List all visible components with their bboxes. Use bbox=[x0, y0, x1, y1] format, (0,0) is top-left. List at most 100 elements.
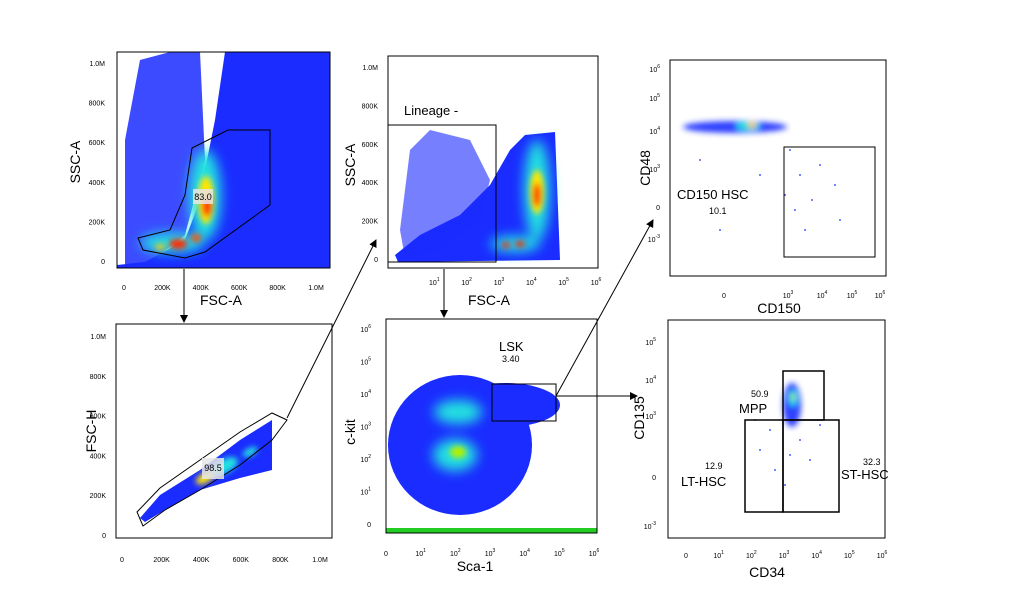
y-axis-label-p6: CD135 bbox=[631, 396, 647, 440]
x-tick-label: 0 bbox=[384, 551, 388, 558]
x-tick-label: 102 bbox=[746, 550, 757, 560]
y-axis-label-p5: c-kit bbox=[342, 419, 358, 445]
y-tick-label: 200K bbox=[362, 219, 379, 226]
gate-name-st-hsc: ST-HSC bbox=[841, 467, 889, 482]
x-tick-label: 106 bbox=[589, 548, 600, 558]
y-axis-label-p2: SSC-A bbox=[342, 143, 358, 186]
gate-value-p3: 10.1 bbox=[709, 206, 727, 216]
y-tick-label: 10-3 bbox=[648, 234, 660, 244]
gate-value-p4: 98.5 bbox=[204, 463, 222, 473]
x-tick-label: 106 bbox=[591, 277, 602, 287]
y-tick-label: 400K bbox=[89, 180, 106, 187]
gate-p4 bbox=[136, 412, 288, 527]
x-tick-label: 200K bbox=[154, 285, 171, 292]
gate-name-lt-hsc: LT-HSC bbox=[681, 474, 726, 489]
gate-p1 bbox=[137, 129, 271, 259]
x-axis-label-p2: FSC-A bbox=[468, 292, 511, 308]
y-tick-label: 200K bbox=[89, 219, 106, 226]
gate-name-p3: CD150 HSC bbox=[677, 187, 749, 202]
x-tick-label: 1.0M bbox=[312, 557, 328, 564]
x-tick-label: 102 bbox=[461, 277, 472, 287]
x-tick-label: 200K bbox=[153, 557, 170, 564]
x-tick-label: 101 bbox=[429, 277, 440, 287]
density-cloud-p5 bbox=[386, 375, 597, 533]
y-tick-label: 0 bbox=[102, 533, 106, 540]
x-tick-label: 0 bbox=[122, 285, 126, 292]
x-axis-label-p6: CD34 bbox=[749, 564, 785, 580]
y-tick-label: 800K bbox=[90, 374, 107, 381]
y-tick-label: 400K bbox=[362, 180, 379, 187]
y-tick-label: 105 bbox=[649, 93, 660, 103]
plot-ssc-fsc: 83.0 0 200K 400K 600K 800K 1.0M 0 200K 400K 600K… bbox=[67, 51, 331, 308]
arrow-p4-to-p2 bbox=[286, 239, 377, 419]
y-tick-label: 0 bbox=[656, 205, 660, 212]
gate-lt-hsc bbox=[744, 419, 784, 513]
plot-frame-p5 bbox=[385, 318, 598, 534]
gating-arrows bbox=[180, 219, 654, 419]
gate-st-hsc bbox=[782, 419, 840, 513]
density-cloud-p6 bbox=[754, 383, 821, 486]
y-tick-label: 200K bbox=[90, 493, 107, 500]
y-tick-label: 106 bbox=[360, 324, 371, 334]
gate-value-p1: 83.0 bbox=[194, 192, 212, 202]
density-cloud-p2 bbox=[395, 130, 560, 262]
x-tick-label: 0 bbox=[120, 557, 124, 564]
x-tick-label: 105 bbox=[844, 550, 855, 560]
y-tick-label: 1.0M bbox=[90, 334, 106, 341]
y-tick-label: 600K bbox=[90, 414, 107, 421]
gate-p5 bbox=[491, 383, 557, 422]
x-tick-label: 800K bbox=[272, 557, 289, 564]
y-tick-label: 104 bbox=[360, 389, 371, 399]
plot-frame-p4 bbox=[115, 323, 333, 539]
x-axis-label-p1: FSC-A bbox=[200, 292, 243, 308]
y-tick-label: 800K bbox=[89, 101, 106, 108]
gate-value-p5: 3.40 bbox=[502, 354, 520, 364]
plot-frame-p1 bbox=[116, 51, 331, 269]
x-tick-label: 106 bbox=[877, 550, 888, 560]
gate-p2 bbox=[387, 124, 497, 263]
gate-name-mpp: MPP bbox=[739, 401, 767, 416]
gate-name-p2: Lineage - bbox=[404, 103, 458, 118]
x-tick-label: 600K bbox=[231, 285, 248, 292]
plot-ckit-sca1: LSK 3.40 0 101 102 103 104 105 106 0 101 102 103 1… bbox=[342, 318, 600, 574]
gate-p3 bbox=[783, 146, 876, 258]
plot-cd135-cd34: 50.9 MPP 12.9 LT-HSC 32.3 ST-HSC 0 101 102… bbox=[631, 319, 889, 580]
x-tick-label: 104 bbox=[811, 550, 822, 560]
y-tick-label: 1.0M bbox=[362, 65, 378, 72]
x-tick-label: 105 bbox=[554, 548, 565, 558]
density-cloud-p1 bbox=[117, 52, 330, 268]
y-tick-label: 1.0M bbox=[89, 61, 105, 68]
y-axis-label-p1: SSC-A bbox=[67, 140, 83, 183]
y-tick-label: 105 bbox=[360, 357, 371, 367]
y-tick-label: 600K bbox=[89, 140, 106, 147]
y-axis-label-p3: CD48 bbox=[637, 150, 653, 186]
x-tick-label: 105 bbox=[847, 290, 858, 300]
y-tick-label: 105 bbox=[645, 337, 656, 347]
plot-cd48-cd150: CD150 HSC 10.1 0 103 104 105 106 10-3 0 103 104… bbox=[637, 59, 887, 316]
x-tick-label: 103 bbox=[494, 277, 505, 287]
x-axis-label-p5: Sca-1 bbox=[457, 558, 494, 574]
x-tick-label: 101 bbox=[713, 550, 724, 560]
x-tick-label: 400K bbox=[193, 285, 210, 292]
x-tick-label: 600K bbox=[233, 557, 250, 564]
y-axis-label-p4: FSC-H bbox=[83, 410, 99, 453]
y-tick-label: 0 bbox=[367, 522, 371, 529]
x-tick-label: 103 bbox=[779, 550, 790, 560]
x-tick-label: 102 bbox=[450, 548, 461, 558]
y-tick-label: 103 bbox=[649, 164, 660, 174]
y-tick-label: 0 bbox=[101, 259, 105, 266]
y-tick-label: 106 bbox=[649, 64, 660, 74]
x-tick-label: 104 bbox=[519, 548, 530, 558]
arrow-p5-to-p3 bbox=[555, 219, 654, 397]
x-tick-label: 106 bbox=[875, 290, 886, 300]
y-tick-label: 102 bbox=[360, 454, 371, 464]
x-tick-label: 103 bbox=[783, 290, 794, 300]
x-tick-label: 800K bbox=[269, 285, 286, 292]
y-tick-label: 104 bbox=[645, 375, 656, 385]
x-tick-label: 105 bbox=[558, 277, 569, 287]
y-tick-label: 0 bbox=[374, 257, 378, 264]
plot-fsch-fsca: 98.5 0 200K 400K 600K 800K 1.0M 0 200K 400K 600K… bbox=[83, 323, 333, 564]
x-tick-label: 400K bbox=[193, 557, 210, 564]
x-tick-label: 0 bbox=[684, 553, 688, 560]
